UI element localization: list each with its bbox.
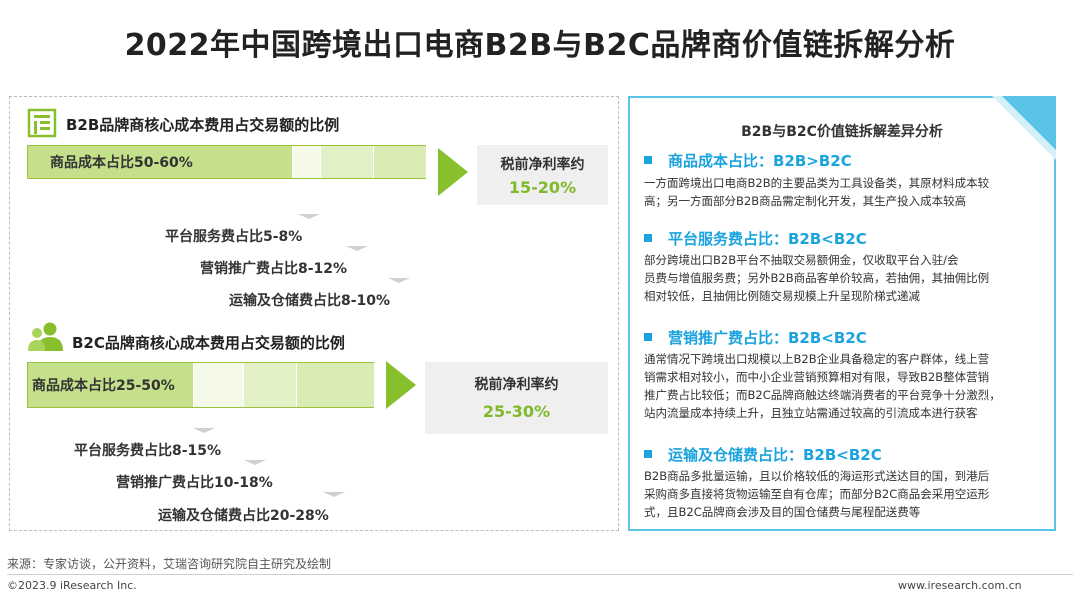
b2c-marketing-fee: 营销推广费占比10-18% [116, 475, 273, 491]
analysis-body-product-cost: 一方面跨境出口电商B2B的主要品类为工具设备类，其原材料成本较 高；另一方面部分… [644, 176, 990, 208]
chevron-down-icon [346, 246, 368, 251]
chevron-down-icon [193, 428, 215, 433]
bullet-square-icon [644, 332, 652, 341]
b2c-logistics-fee-segment [296, 363, 374, 407]
b2b-main-cost-segment: 商品成本占比50-60% [28, 146, 292, 178]
footer-divider [7, 574, 1073, 575]
b2b-margin-label: 税前净利率约 [500, 157, 585, 173]
analysis-body-platform-fee: 部分跨境出口B2B平台不抽取交易额佣金，仅收取平台入驻/会 员费与增值服务费；另… [644, 253, 990, 303]
analysis-heading: B2B与B2C价值链拆解差异分析 [741, 124, 943, 140]
source-note: 来源：专家访谈，公开资料，艾瑞咨询研究院自主研究及绘制 [7, 557, 332, 571]
bullet-square-icon [644, 449, 652, 458]
analysis-title-marketing-fee: 营销推广费占比：B2B<B2C [644, 327, 867, 348]
b2c-section-title: B2C品牌商核心成本费用占交易额的比例 [72, 334, 345, 352]
b2c-main-cost-segment: 商品成本占比25-50% [28, 363, 193, 407]
bullet-square-icon [644, 155, 652, 164]
analysis-title-platform-fee: 平台服务费占比：B2B<B2C [644, 228, 867, 249]
corner-fold-icon [992, 96, 1056, 160]
b2c-marketing-fee-segment [243, 363, 297, 407]
b2b-platform-fee-segment [292, 146, 321, 178]
bullet-square-icon [644, 233, 652, 242]
difference-analysis-panel [628, 96, 1056, 531]
users-icon [28, 322, 63, 351]
b2b-profit-margin-box: 税前净利率约 15-20% [477, 145, 608, 205]
b2c-main-cost-label: 商品成本占比25-50% [32, 378, 175, 394]
chevron-down-icon [298, 214, 320, 219]
b2c-platform-fee-segment [193, 363, 244, 407]
website-link[interactable]: www.iresearch.com.cn [898, 579, 1022, 592]
b2b-marketing-fee: 营销推广费占比8-12% [200, 261, 348, 277]
b2c-margin-label: 税前净利率约 [474, 377, 559, 393]
b2b-arrow-icon [438, 148, 468, 196]
chevron-down-icon [244, 460, 266, 465]
analysis-body-marketing-fee: 通常情况下跨境出口规模以上B2B企业具备稳定的客户群体，线上营 销需求相对较小，… [644, 352, 1001, 420]
chevron-down-icon [323, 492, 345, 497]
cost-structure-panel [9, 96, 619, 531]
b2b-marketing-fee-segment [320, 146, 374, 178]
b2b-cost-bar: 商品成本占比50-60% [27, 145, 426, 179]
page-title: 2022年中国跨境出口电商B2B与B2C品牌商价值链拆解分析 [124, 28, 956, 63]
b2c-profit-margin-box: 税前净利率约 25-30% [425, 362, 608, 434]
b2b-logistics-fee-segment [373, 146, 426, 178]
b2c-cost-bar: 商品成本占比25-50% [27, 362, 374, 408]
b2c-platform-fee: 平台服务费占比8-15% [74, 443, 222, 459]
analysis-body-logistics-fee: B2B商品多批量运输，且以价格较低的海运形式送达目的国，到港后 采购商多直接将货… [644, 469, 990, 519]
b2b-logistics-fee: 运输及仓储费占比8-10% [229, 293, 391, 309]
copyright: ©2023.9 iResearch Inc. [7, 579, 137, 592]
b2b-platform-fee: 平台服务费占比5-8% [165, 229, 303, 245]
b2b-section-title: B2B品牌商核心成本费用占交易额的比例 [66, 116, 340, 134]
b2c-logistics-fee: 运输及仓储费占比20-28% [158, 508, 329, 524]
chevron-down-icon [388, 278, 410, 283]
analysis-title-product-cost: 商品成本占比：B2B>B2C [644, 150, 852, 171]
b2c-arrow-icon [386, 361, 416, 409]
analysis-title-logistics-fee: 运输及仓储费占比：B2B<B2C [644, 444, 882, 465]
b2b-main-cost-label: 商品成本占比50-60% [50, 155, 193, 171]
b2c-margin-value: 25-30% [482, 402, 551, 421]
building-icon [27, 108, 57, 138]
b2b-margin-value: 15-20% [508, 178, 577, 197]
